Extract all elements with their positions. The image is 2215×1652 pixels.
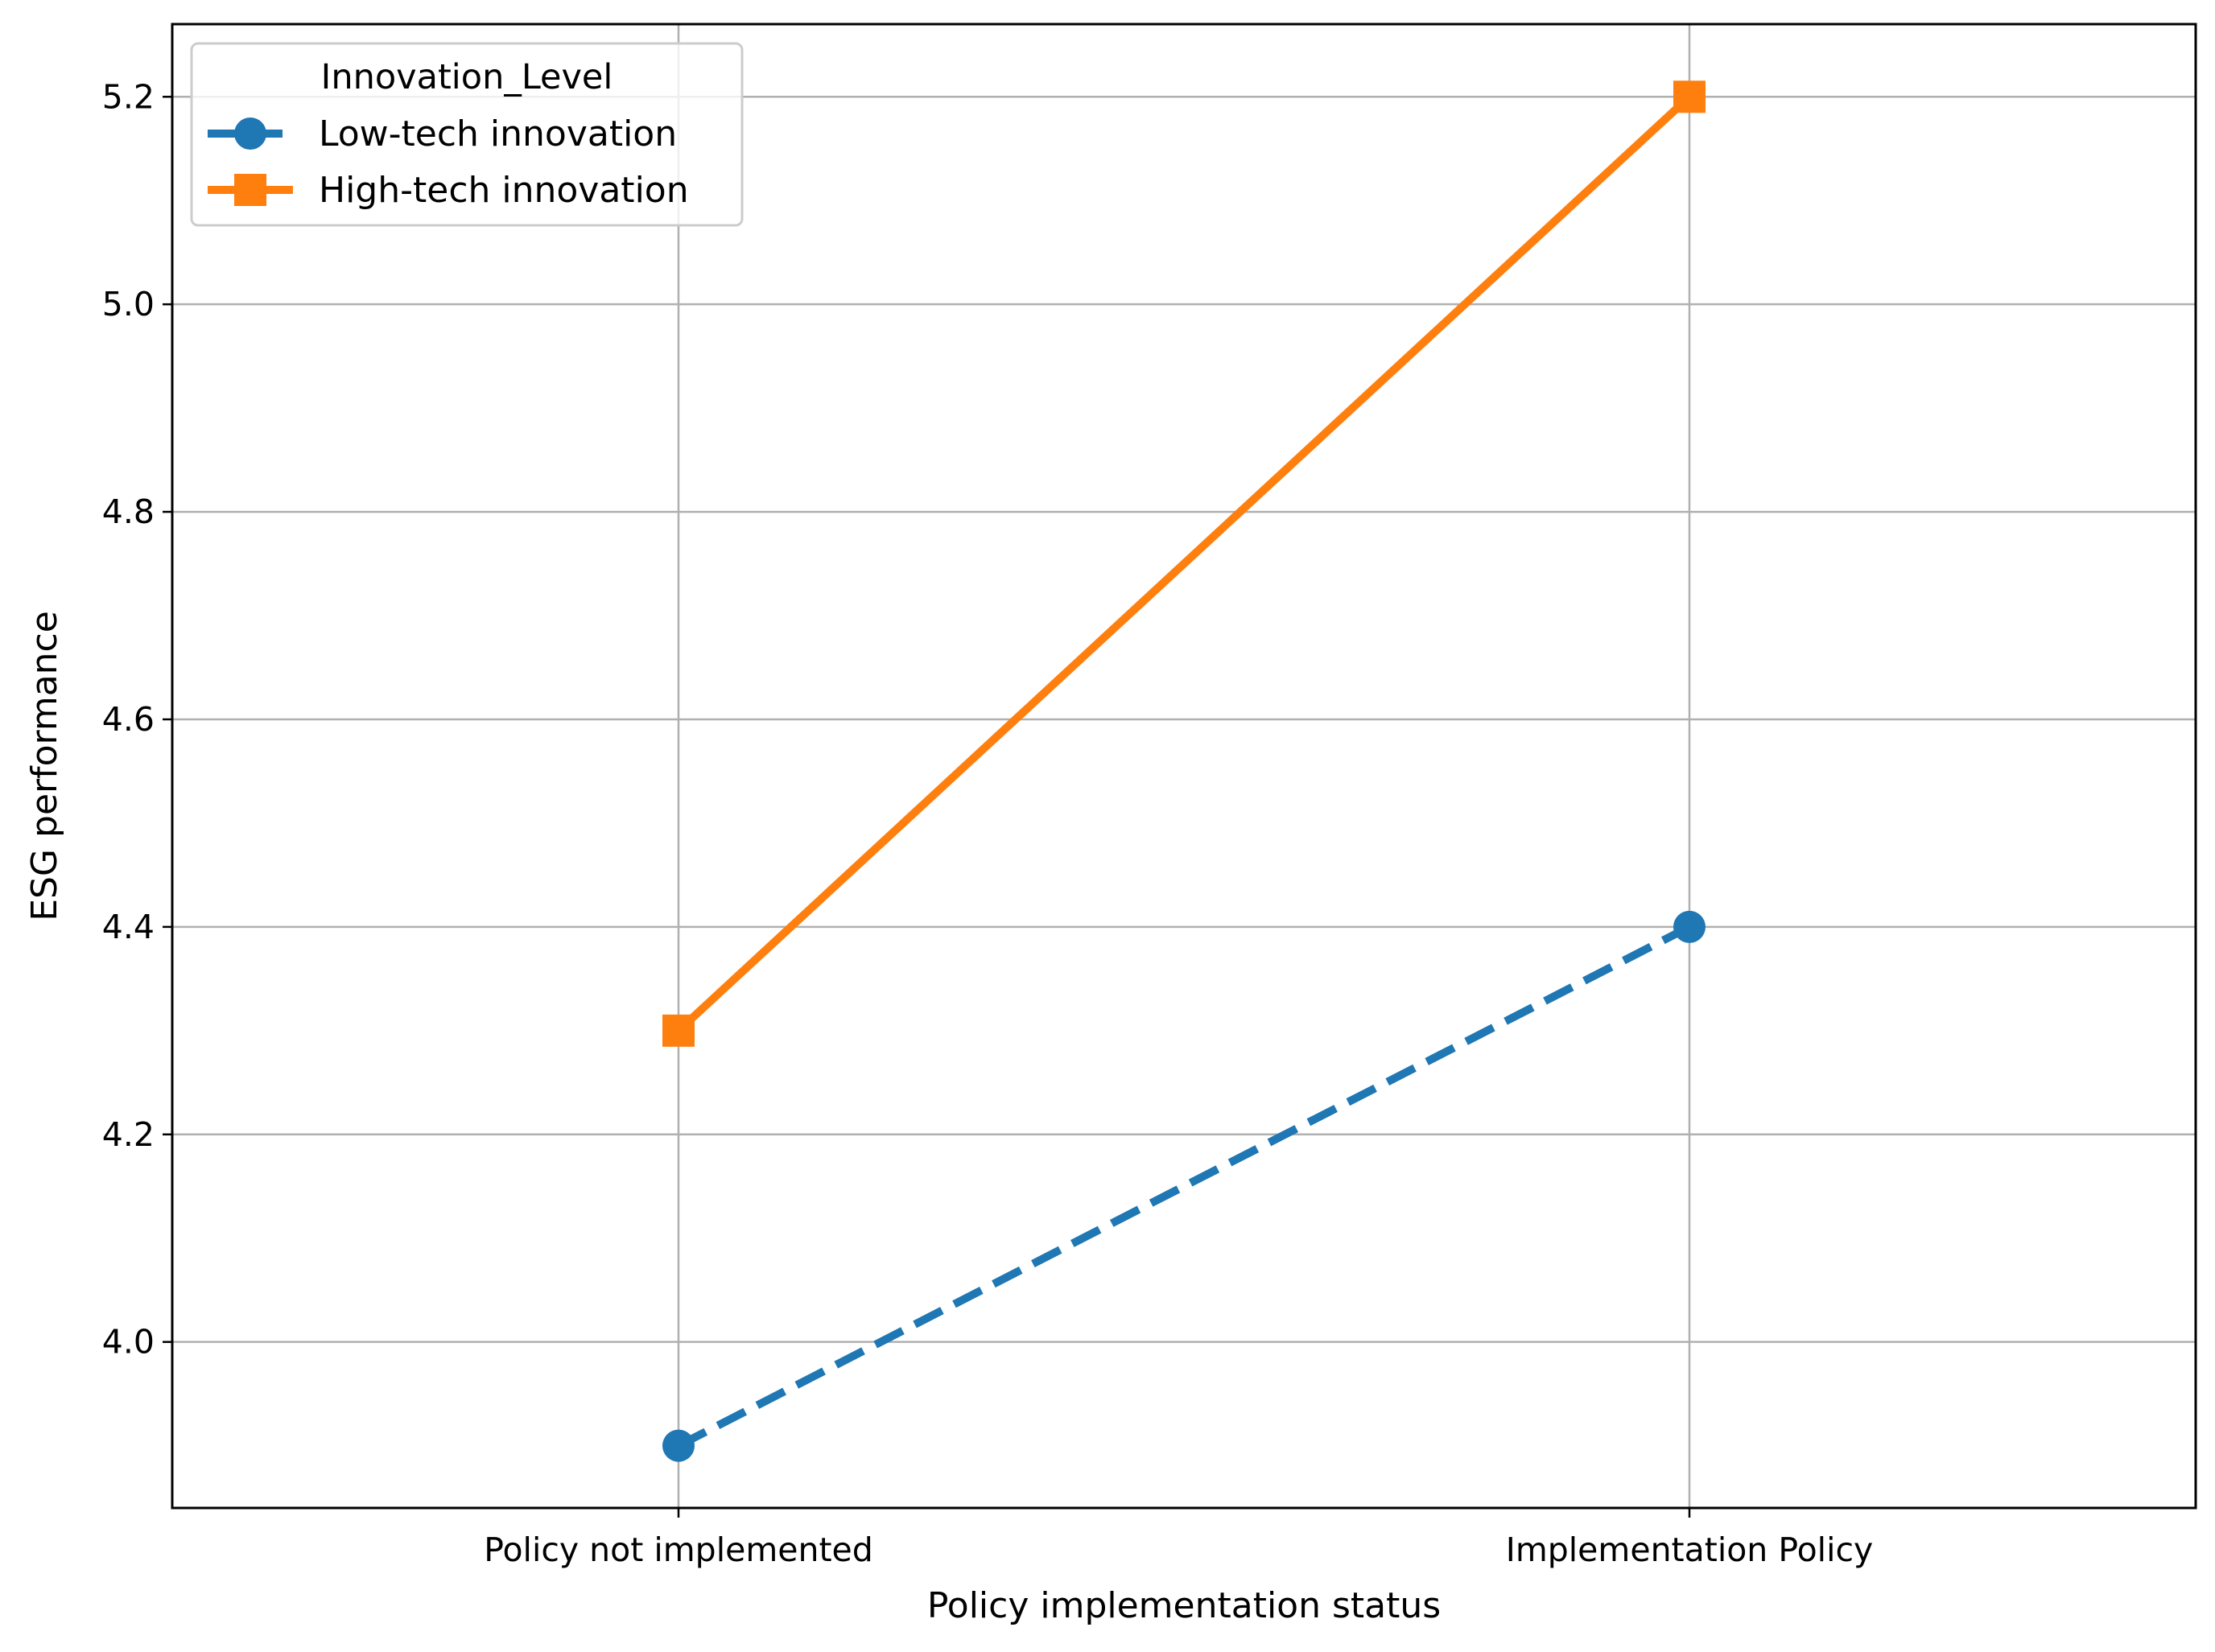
legend: Innovation_Level Low-tech innovation High… [190, 42, 744, 227]
x-tick-label: Implementation Policy [1506, 1530, 1874, 1569]
ticks: 4.0 4.2 4.4 4.6 4.8 5.0 5.2 Policy not implemen… [102, 77, 1873, 1569]
x-tick-label: Policy not implemented [484, 1530, 873, 1569]
y-axis-label: ESG performance [24, 611, 65, 921]
data-point [662, 1014, 695, 1047]
y-tick-label: 4.0 [102, 1323, 155, 1362]
y-tick-label: 4.4 [102, 908, 155, 946]
legend-box [190, 42, 744, 227]
data-point [662, 1429, 695, 1462]
y-tick-label: 5.2 [102, 77, 155, 116]
data-point [1673, 910, 1706, 943]
x-axis-label: Policy implementation status [927, 1585, 1441, 1626]
legend-entries: Low-tech innovation High-tech innovation [208, 113, 689, 211]
series-line-0 [676, 923, 1692, 1450]
series-line-1 [675, 93, 1693, 1034]
y-tick-label: 4.8 [102, 492, 155, 531]
y-tick-label: 4.2 [102, 1115, 155, 1154]
legend-label-1: High-tech innovation [319, 170, 689, 211]
legend-marker-0 [234, 117, 266, 150]
y-tick-label: 5.0 [102, 285, 155, 323]
plot-area [172, 24, 2196, 1508]
legend-marker-1 [234, 174, 266, 206]
data-point [1673, 80, 1706, 113]
legend-title: Innovation_Level [321, 57, 613, 97]
legend-label-0: Low-tech innovation [319, 113, 677, 154]
plot-frame [171, 23, 2197, 1510]
series [662, 80, 1706, 1462]
y-tick-label: 4.6 [102, 700, 155, 739]
